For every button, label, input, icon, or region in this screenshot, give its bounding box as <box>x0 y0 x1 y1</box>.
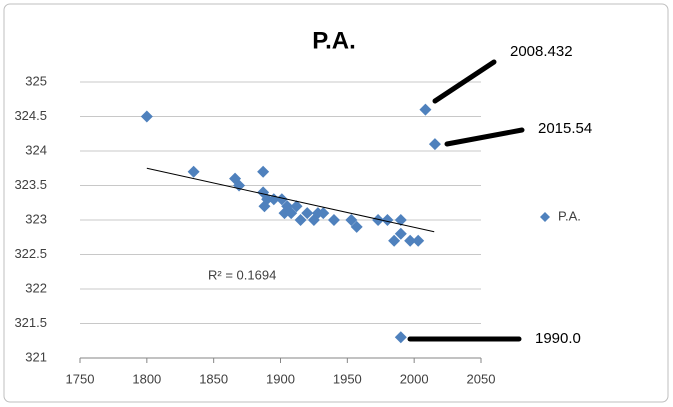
x-tick-label: 2000 <box>400 371 429 386</box>
point <box>290 200 303 213</box>
point <box>275 193 288 206</box>
y-tick-label: 324 <box>25 142 47 157</box>
point <box>350 220 363 233</box>
point <box>394 227 407 240</box>
legend-marker <box>540 212 550 222</box>
point <box>327 214 340 226</box>
point <box>233 179 246 192</box>
annotation-label: 2008.432 <box>510 43 573 60</box>
point <box>419 103 432 116</box>
y-tick-label: 322.5 <box>14 246 47 261</box>
point <box>261 193 274 206</box>
point <box>388 234 401 247</box>
x-tick-label: 1800 <box>132 371 161 386</box>
point <box>428 138 441 151</box>
point <box>140 110 153 123</box>
point <box>317 207 330 220</box>
point <box>404 234 417 247</box>
y-tick-label: 321 <box>25 349 47 364</box>
point <box>267 193 280 206</box>
point <box>394 214 407 226</box>
point <box>412 234 425 247</box>
legend-label: P.A. <box>558 208 581 223</box>
point <box>381 214 394 226</box>
y-tick-label: 321.5 <box>14 315 47 330</box>
point <box>294 214 307 226</box>
x-tick-label: 1850 <box>199 371 228 386</box>
x-tick-label: 1900 <box>266 371 295 386</box>
y-tick-label: 323.5 <box>14 177 47 192</box>
chart-frame <box>3 3 669 403</box>
point <box>301 207 314 220</box>
y-tick-label: 324.5 <box>14 108 47 123</box>
trendline <box>146 167 435 233</box>
y-tick-label: 322 <box>25 280 47 295</box>
x-tick-label: 1750 <box>66 371 95 386</box>
point <box>345 214 358 226</box>
x-tick-label: 2050 <box>467 371 496 386</box>
y-tick-label: 325 <box>25 73 47 88</box>
annotation-label: 1990.0 <box>535 330 581 347</box>
y-tick-label: 323 <box>25 211 47 226</box>
annotation-label: 2015.54 <box>538 120 592 137</box>
x-tick-label: 1950 <box>333 371 362 386</box>
point <box>257 165 270 178</box>
point <box>394 331 407 344</box>
annotation-line <box>444 127 525 147</box>
trendline-label: R² = 0.1694 <box>208 267 276 282</box>
point <box>372 214 385 226</box>
annotation-line <box>432 59 497 104</box>
chart-title: P.A. <box>312 27 356 54</box>
point <box>187 165 200 178</box>
point <box>285 207 298 220</box>
